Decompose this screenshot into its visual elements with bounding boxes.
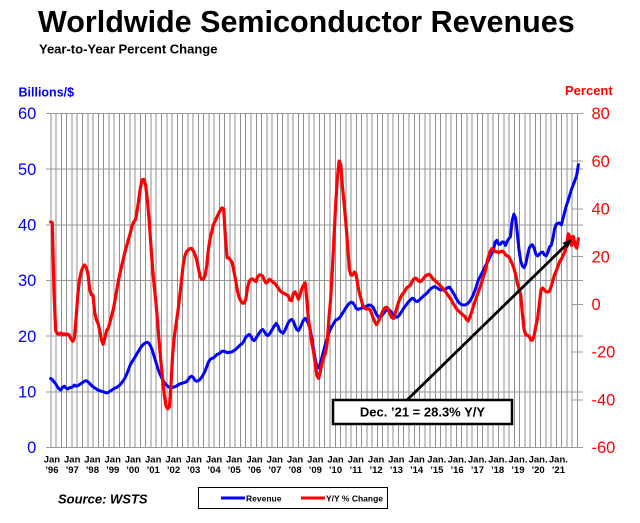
svg-text:’10: ’10 bbox=[329, 465, 342, 476]
svg-text:Jan: Jan bbox=[105, 455, 122, 466]
svg-text:Jan: Jan bbox=[267, 455, 284, 466]
svg-text:Jan.: Jan. bbox=[427, 455, 446, 466]
svg-text:-20: -20 bbox=[592, 344, 616, 362]
svg-text:30: 30 bbox=[18, 272, 36, 290]
svg-text:Jan.: Jan. bbox=[448, 455, 467, 466]
svg-text:Jan: Jan bbox=[64, 455, 81, 466]
svg-text:-60: -60 bbox=[592, 439, 616, 457]
svg-text:’98: ’98 bbox=[86, 465, 99, 476]
svg-text:60: 60 bbox=[18, 105, 36, 123]
svg-text:Jan: Jan bbox=[368, 455, 385, 466]
svg-text:Jan: Jan bbox=[388, 455, 405, 466]
svg-text:-40: -40 bbox=[592, 392, 616, 410]
svg-text:’08: ’08 bbox=[288, 465, 301, 476]
svg-text:60: 60 bbox=[592, 153, 610, 171]
svg-text:Jan.: Jan. bbox=[549, 455, 568, 466]
svg-text:’11: ’11 bbox=[349, 465, 362, 476]
svg-text:Jan: Jan bbox=[307, 455, 324, 466]
svg-text:Y/Y % Change: Y/Y % Change bbox=[326, 494, 383, 504]
svg-text:’02: ’02 bbox=[167, 465, 180, 476]
svg-text:Jan: Jan bbox=[246, 455, 263, 466]
svg-text:’12: ’12 bbox=[369, 465, 382, 476]
svg-text:’13: ’13 bbox=[390, 465, 403, 476]
svg-text:Worldwide Semiconductor Revenu: Worldwide Semiconductor Revenues bbox=[38, 5, 575, 39]
svg-text:Jan: Jan bbox=[125, 455, 142, 466]
svg-text:Jan: Jan bbox=[226, 455, 243, 466]
svg-text:’20: ’20 bbox=[531, 465, 544, 476]
svg-text:Jan.: Jan. bbox=[508, 455, 527, 466]
svg-text:Jan: Jan bbox=[44, 455, 61, 466]
svg-text:Jan: Jan bbox=[327, 455, 344, 466]
svg-text:Dec. ’21 = 28.3% Y/Y: Dec. ’21 = 28.3% Y/Y bbox=[360, 405, 485, 420]
svg-text:40: 40 bbox=[18, 217, 36, 235]
svg-text:Revenue: Revenue bbox=[246, 494, 282, 504]
svg-text:’97: ’97 bbox=[66, 465, 79, 476]
svg-text:Jan: Jan bbox=[186, 455, 203, 466]
svg-text:Percent: Percent bbox=[565, 83, 613, 98]
svg-text:40: 40 bbox=[592, 201, 610, 219]
svg-text:Source: WSTS: Source: WSTS bbox=[58, 492, 148, 507]
svg-text:’04: ’04 bbox=[207, 465, 221, 476]
svg-text:’00: ’00 bbox=[126, 465, 139, 476]
svg-text:Jan: Jan bbox=[348, 455, 365, 466]
svg-text:Jan: Jan bbox=[145, 455, 162, 466]
svg-text:’15: ’15 bbox=[430, 465, 444, 476]
svg-text:’16: ’16 bbox=[450, 465, 463, 476]
svg-text:Billions/$: Billions/$ bbox=[19, 85, 75, 99]
svg-text:20: 20 bbox=[18, 328, 36, 346]
svg-text:10: 10 bbox=[18, 384, 36, 402]
svg-text:’19: ’19 bbox=[511, 465, 524, 476]
svg-text:’01: ’01 bbox=[147, 465, 161, 476]
svg-text:’99: ’99 bbox=[106, 465, 119, 476]
svg-text:’09: ’09 bbox=[309, 465, 322, 476]
svg-text:’17: ’17 bbox=[471, 465, 484, 476]
svg-text:’06: ’06 bbox=[248, 465, 261, 476]
svg-text:Jan.: Jan. bbox=[488, 455, 507, 466]
svg-text:0: 0 bbox=[592, 296, 601, 314]
svg-text:Jan.: Jan. bbox=[529, 455, 548, 466]
svg-text:’05: ’05 bbox=[228, 465, 242, 476]
svg-text:’14: ’14 bbox=[410, 465, 424, 476]
svg-text:Jan: Jan bbox=[84, 455, 101, 466]
svg-text:Year-to-Year Percent Change: Year-to-Year Percent Change bbox=[39, 42, 217, 57]
svg-text:50: 50 bbox=[18, 161, 36, 179]
svg-text:Jan: Jan bbox=[206, 455, 223, 466]
svg-text:’96: ’96 bbox=[45, 465, 58, 476]
svg-text:’21: ’21 bbox=[552, 465, 566, 476]
svg-text:’07: ’07 bbox=[268, 465, 281, 476]
svg-text:Jan: Jan bbox=[165, 455, 182, 466]
svg-text:Jan: Jan bbox=[287, 455, 304, 466]
svg-text:Jan.: Jan. bbox=[468, 455, 487, 466]
svg-text:80: 80 bbox=[592, 105, 610, 123]
svg-text:20: 20 bbox=[592, 248, 610, 266]
svg-text:’18: ’18 bbox=[491, 465, 504, 476]
svg-text:’03: ’03 bbox=[187, 465, 200, 476]
svg-text:Jan: Jan bbox=[408, 455, 425, 466]
svg-text:0: 0 bbox=[27, 439, 36, 457]
